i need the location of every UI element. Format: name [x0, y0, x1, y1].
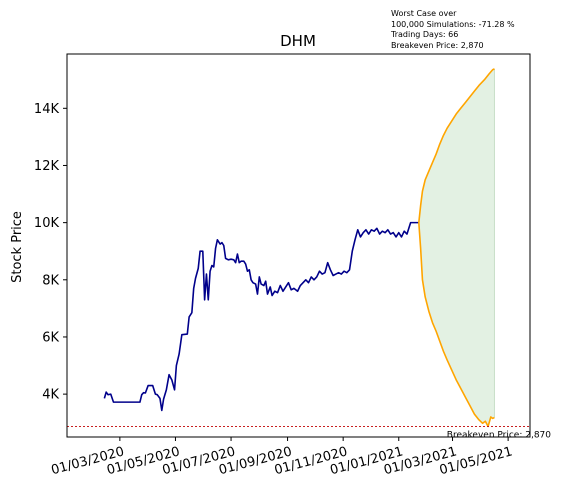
y-tick-label: 12K	[34, 159, 60, 174]
y-tick-label: 4K	[42, 388, 59, 403]
chart-title: DHM	[280, 32, 316, 50]
history-price-line	[103, 221, 419, 412]
summary-line-1: Worst Case over	[391, 9, 457, 18]
series-layer	[103, 68, 495, 428]
y-tick-label: 14K	[34, 102, 60, 117]
y-tick-label: 6K	[42, 330, 59, 345]
y-tick-label: 10K	[34, 216, 60, 231]
summary-line-4: Breakeven Price: 2,870	[391, 40, 484, 50]
simulation-upper-line	[418, 68, 495, 223]
breakeven-label-layer: Breakeven Price: 2,870	[447, 430, 551, 440]
simulation-lower-line	[418, 222, 495, 428]
breakeven-label: Breakeven Price: 2,870	[447, 430, 551, 440]
y-tick-label: 8K	[42, 273, 59, 288]
simulation-band-layer	[418, 68, 495, 427]
simulation-band	[418, 68, 495, 427]
simulation-summary: Worst Case over 100,000 Simulations: -71…	[391, 9, 515, 51]
summary-line-3: Trading Days: 66	[391, 30, 459, 39]
y-axis-label: Stock Price	[10, 211, 25, 283]
summary-line-2: 100,000 Simulations: -71.28 %	[391, 19, 515, 29]
plot-frame	[66, 53, 531, 438]
